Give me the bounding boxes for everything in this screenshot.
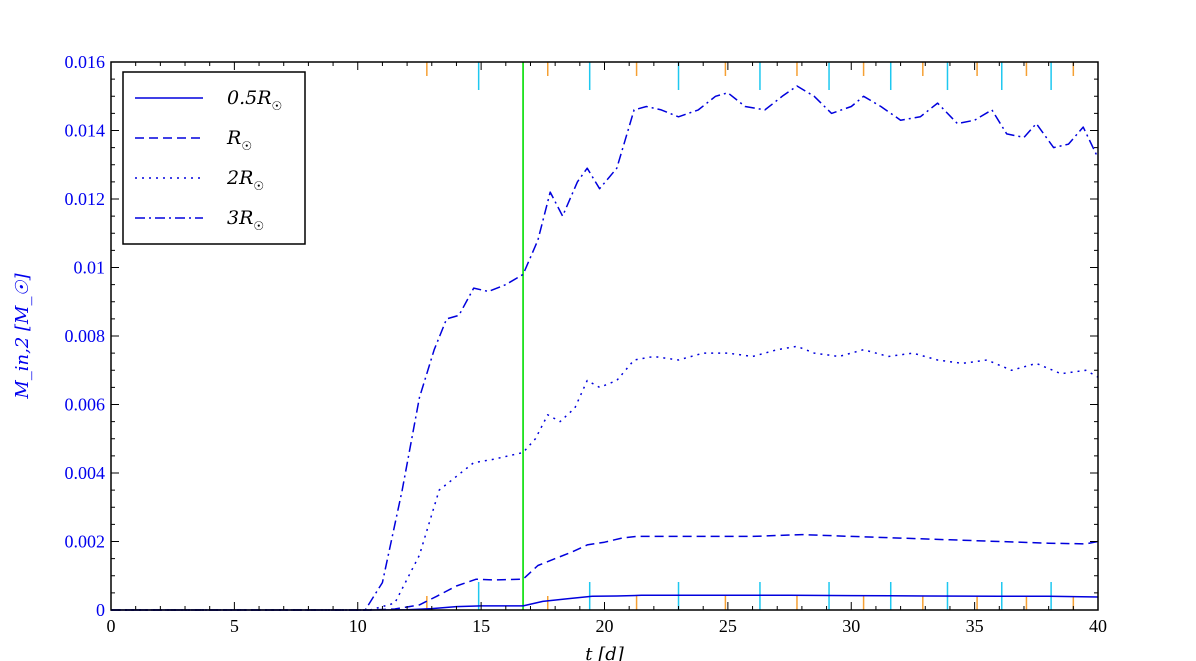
tick-labels: 0 5 10 15 20 25 30 35 40 0 0.002 0.004 0.006 0.008 0.0…: [65, 52, 1108, 636]
x-tick-label-0: 0: [107, 616, 116, 636]
x-tick-label-4: 20: [596, 616, 614, 636]
series-line-0: [111, 594, 1099, 611]
legend-label-0: 0.5R☉: [227, 87, 282, 113]
y-tick-label-4: 0.008: [65, 326, 106, 346]
x-tick-label-7: 35: [966, 616, 984, 636]
x-tick-label-8: 40: [1089, 616, 1107, 636]
series-line-3: [111, 85, 1099, 611]
x-tick-label-1: 5: [230, 616, 239, 636]
legend-label-2: 2R☉: [226, 167, 264, 193]
y-tick-label-5: 0.01: [74, 258, 106, 278]
y-tick-label-2: 0.004: [65, 463, 106, 483]
plot-frame: [110, 61, 1099, 611]
series-line-1: [111, 533, 1099, 611]
y-axis-label: M_in,2 [M_☉]: [12, 272, 33, 399]
y-tick-label-7: 0.014: [65, 121, 106, 141]
y-tick-label-1: 0.002: [65, 532, 106, 552]
plot-content: [111, 62, 1099, 611]
axis-labels: t [d] M_in,2 [M_☉]: [12, 272, 625, 661]
x-tick-label-2: 10: [349, 616, 367, 636]
x-tick-label-6: 30: [842, 616, 860, 636]
y-tick-label-8: 0.016: [65, 52, 106, 72]
y-tick-label-0: 0: [96, 600, 105, 620]
legend-label-3: 3R☉: [227, 207, 264, 233]
x-tick-label-3: 15: [472, 616, 490, 636]
x-axis-label: t [d]: [585, 644, 625, 661]
x-tick-label-5: 25: [719, 616, 737, 636]
y-tick-label-6: 0.012: [65, 189, 106, 209]
legend-box: [122, 71, 306, 245]
series-line-2: [111, 345, 1099, 611]
legend-label-1: R☉: [226, 127, 252, 153]
legend: 0.5R☉ R☉ 2R☉ 3R☉: [122, 71, 306, 245]
y-tick-label-3: 0.006: [65, 395, 106, 415]
